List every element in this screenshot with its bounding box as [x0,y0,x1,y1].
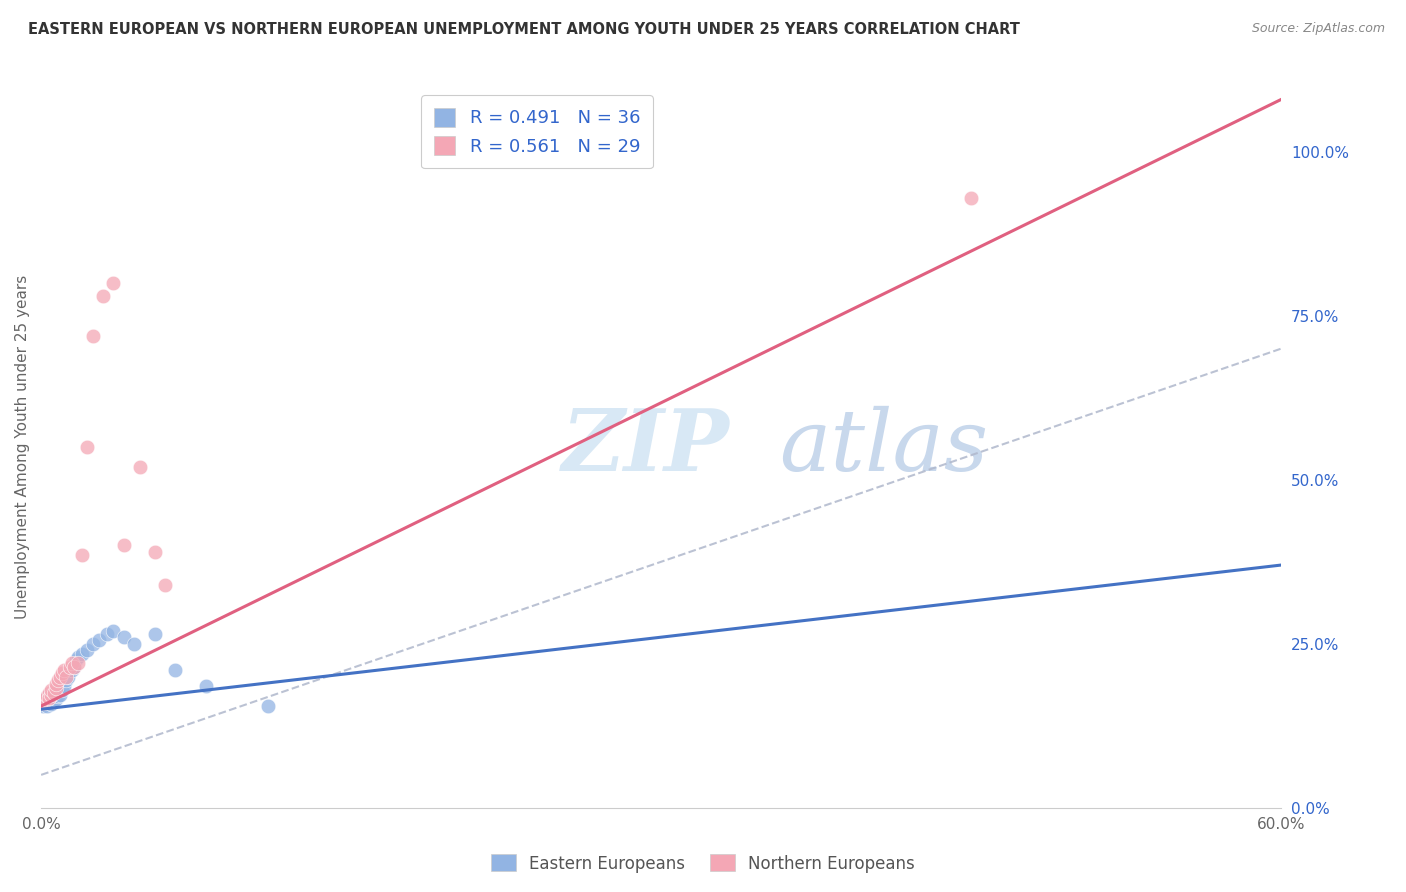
Point [112,538,135,552]
Point [38,692,60,706]
Point [34,696,56,710]
Point [56,669,79,683]
Point [51,666,73,681]
Point [41,682,63,697]
Point [59,659,82,673]
Legend: Eastern Europeans, Northern Europeans: Eastern Europeans, Northern Europeans [484,847,922,880]
Point [91,289,114,303]
Point [46,684,69,698]
Point [45,686,67,700]
Point [55,669,77,683]
Point [122,637,145,651]
Point [34,692,56,706]
Point [41,690,63,705]
Point [45,677,67,691]
Point [38,696,60,710]
Point [46,673,69,687]
Point [960,191,983,205]
Point [143,627,166,641]
Y-axis label: Unemployment Among Youth under 25 years: Unemployment Among Youth under 25 years [15,275,30,619]
Point [46,689,69,703]
Point [76,440,98,454]
Point [38,686,60,700]
Point [48,669,70,683]
Point [41,697,63,711]
Point [60,657,83,671]
Point [76,643,98,657]
Point [103,276,125,290]
Point [34,692,56,706]
Point [72,548,94,562]
Point [82,328,104,343]
Point [45,692,67,706]
Point [129,459,152,474]
Point [32,699,55,714]
Point [42,694,65,708]
Point [45,681,67,696]
Point [112,630,135,644]
Point [195,679,218,693]
Point [143,545,166,559]
Point [72,647,94,661]
Point [60,663,83,677]
Point [153,578,176,592]
Point [52,679,75,693]
Point [48,688,70,702]
Point [67,657,90,671]
Point [37,689,59,703]
Point [63,659,86,673]
Point [37,699,59,714]
Point [165,663,187,677]
Point [87,633,110,648]
Point [38,690,60,705]
Point [67,649,90,664]
Point [65,653,87,667]
Point [42,689,65,703]
Point [42,686,65,700]
Point [82,637,104,651]
Text: Source: ZipAtlas.com: Source: ZipAtlas.com [1251,22,1385,36]
Point [37,689,59,703]
Point [103,624,125,638]
Point [55,673,77,687]
Text: ZIP: ZIP [562,405,730,489]
Point [41,688,63,702]
Point [257,699,280,714]
Legend: R = 0.491   N = 36, R = 0.561   N = 29: R = 0.491 N = 36, R = 0.561 N = 29 [422,95,652,169]
Text: atlas: atlas [779,406,988,488]
Point [63,659,86,673]
Point [52,663,75,677]
Point [51,682,73,697]
Text: EASTERN EUROPEAN VS NORTHERN EUROPEAN UNEMPLOYMENT AMONG YOUTH UNDER 25 YEARS CO: EASTERN EUROPEAN VS NORTHERN EUROPEAN UN… [28,22,1019,37]
Point [96,627,118,641]
Point [32,696,55,710]
